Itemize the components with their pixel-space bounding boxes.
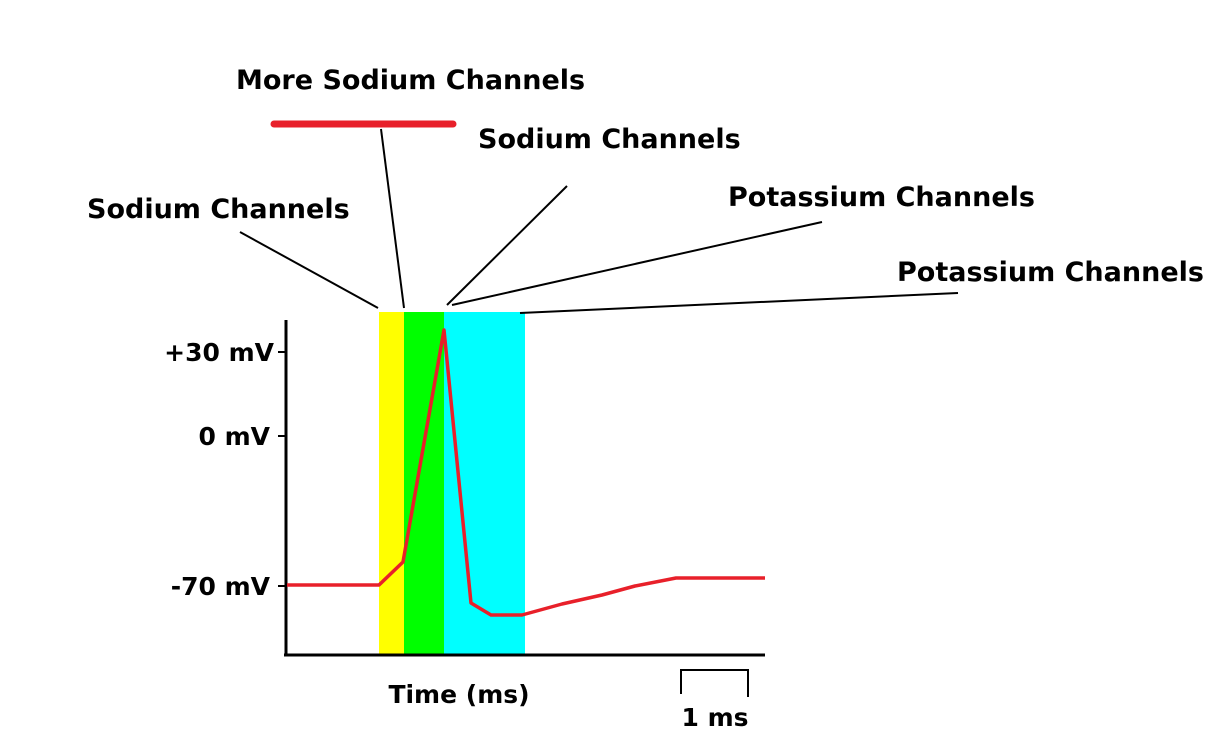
label-potassium-channels-upper: Potassium Channels — [728, 182, 1035, 213]
leader-sodium-right — [446, 185, 568, 306]
phase-band-cyan — [444, 312, 525, 655]
membrane-potential-trace — [287, 328, 765, 617]
x-axis-label: Time (ms) — [388, 680, 529, 709]
scale-bar-label: 1 ms — [681, 703, 748, 732]
leader-potassium-lower — [519, 292, 959, 314]
label-sodium-channels-left: Sodium Channels — [87, 194, 350, 225]
leader-sodium-left — [239, 231, 379, 309]
scale-bar — [680, 669, 749, 697]
label-potassium-channels-lower: Potassium Channels — [897, 257, 1204, 288]
y-tick-label-0: 0 mV — [199, 422, 271, 451]
y-tick-label-plus30: +30 mV — [164, 338, 274, 367]
leader-potassium-upper — [451, 221, 823, 306]
leader-more-sodium — [380, 128, 405, 309]
phase-band-yellow — [379, 312, 404, 655]
y-tick-label-minus70: -70 mV — [171, 572, 271, 601]
label-sodium-channels-right: Sodium Channels — [478, 124, 741, 155]
label-more-sodium-channels: More Sodium Channels — [236, 65, 585, 96]
